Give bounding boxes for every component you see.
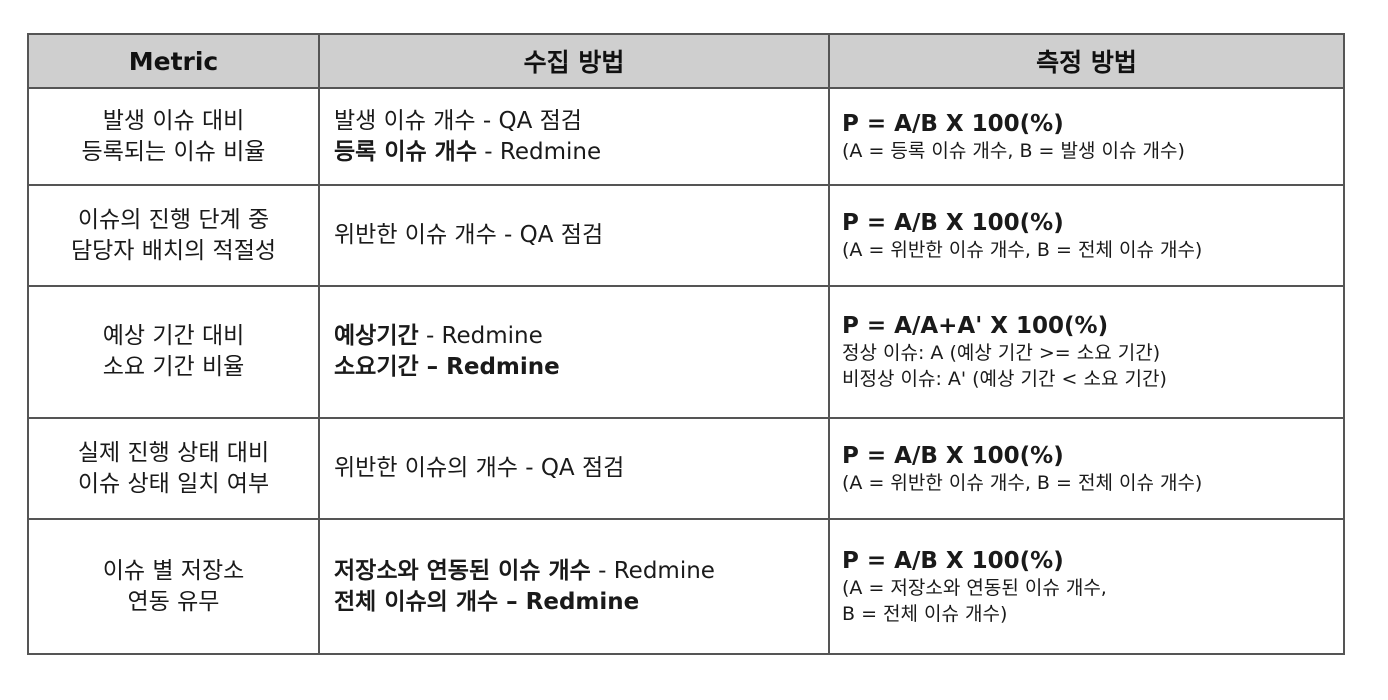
- collection-bold-text: 저장소와 연동된 이슈 개수: [334, 557, 591, 584]
- collection-cell: 예상기간 - Redmine 소요기간 – Redmine: [318, 285, 830, 419]
- measurement-cell: P = A/B X 100(%) (A = 위반한 이슈 개수, B = 전체 …: [828, 417, 1345, 520]
- header-collection-method: 수집 방법: [318, 33, 830, 89]
- table-row: 발생 이슈 대비 등록되는 이슈 비율 발생 이슈 개수 - QA 점검 등록 …: [27, 87, 1345, 186]
- collection-bold-text: 예상기간: [334, 323, 419, 349]
- collection-line: 전체 이슈의 개수 – Redmine: [334, 587, 828, 618]
- metrics-table: Metric 수집 방법 측정 방법 발생 이슈 대비 등록되는 이슈 비율 발…: [27, 33, 1345, 655]
- collection-line: 소요기간 – Redmine: [334, 352, 828, 383]
- measurement-cell: P = A/A+A' X 100(%) 정상 이슈: A (예상 기간 >= 소…: [828, 285, 1345, 419]
- formula-note: (A = 등록 이슈 개수, B = 발생 이슈 개수): [842, 139, 1185, 162]
- metric-line: 이슈 별 저장소: [102, 557, 245, 584]
- header-measurement-method: 측정 방법: [828, 33, 1345, 89]
- header-row: Metric 수집 방법 측정 방법: [27, 33, 1345, 89]
- collection-line: 예상기간 - Redmine: [334, 321, 828, 352]
- table-row: 이슈 별 저장소 연동 유무 저장소와 연동된 이슈 개수 - Redmine …: [27, 518, 1345, 655]
- metric-line: 예상 기간 대비: [102, 323, 245, 349]
- metric-line: 소요 기간 비율: [102, 354, 245, 380]
- collection-text: 위반한 이슈 개수 - QA 점검: [334, 222, 604, 248]
- collection-line: 위반한 이슈의 개수 - QA 점검: [334, 453, 828, 484]
- metric-line: 등록되는 이슈 비율: [81, 138, 266, 165]
- measurement-cell: P = A/B X 100(%) (A = 등록 이슈 개수, B = 발생 이…: [828, 87, 1345, 186]
- metric-line: 이슈의 진행 단계 중: [77, 206, 270, 233]
- table-row: 이슈의 진행 단계 중 담당자 배치의 적절성 위반한 이슈 개수 - QA 점…: [27, 184, 1345, 287]
- metric-cell: 이슈 별 저장소 연동 유무: [27, 518, 320, 655]
- formula-note: 비정상 이슈: A' (예상 기간 < 소요 기간): [842, 368, 1167, 390]
- collection-line: 발생 이슈 개수 - QA 점검: [334, 106, 828, 137]
- metric-line: 발생 이슈 대비: [102, 107, 245, 134]
- collection-text: 발생 이슈 개수 - QA 점검: [334, 107, 582, 134]
- formula-text: P = A/B X 100(%): [842, 547, 1064, 574]
- collection-line: 위반한 이슈 개수 - QA 점검: [334, 220, 828, 251]
- formula-text: P = A/B X 100(%): [842, 209, 1064, 236]
- collection-bold-text: 소요기간 – Redmine: [334, 354, 560, 380]
- formula-text: P = A/A+A' X 100(%): [842, 313, 1109, 339]
- collection-cell: 위반한 이슈의 개수 - QA 점검: [318, 417, 830, 520]
- collection-bold-text: 등록 이슈 개수: [334, 138, 477, 165]
- table-row: 실제 진행 상태 대비 이슈 상태 일치 여부 위반한 이슈의 개수 - QA …: [27, 417, 1345, 520]
- metric-line: 연동 유무: [127, 588, 220, 615]
- collection-text: - Redmine: [418, 323, 543, 349]
- measurement-cell: P = A/B X 100(%) (A = 저장소와 연동된 이슈 개수, B …: [828, 518, 1345, 655]
- metric-cell: 예상 기간 대비 소요 기간 비율: [27, 285, 320, 419]
- metric-line: 담당자 배치의 적절성: [70, 237, 277, 264]
- collection-text: - Redmine: [590, 557, 715, 584]
- collection-bold-text: 전체 이슈의 개수 – Redmine: [334, 588, 640, 615]
- metric-cell: 실제 진행 상태 대비 이슈 상태 일치 여부: [27, 417, 320, 520]
- metric-line: 실제 진행 상태 대비: [77, 439, 270, 466]
- measurement-cell: P = A/B X 100(%) (A = 위반한 이슈 개수, B = 전체 …: [828, 184, 1345, 287]
- formula-text: P = A/B X 100(%): [842, 442, 1064, 469]
- formula-text: P = A/B X 100(%): [842, 110, 1064, 137]
- collection-cell: 발생 이슈 개수 - QA 점검 등록 이슈 개수 - Redmine: [318, 87, 830, 186]
- formula-note: 정상 이슈: A (예상 기간 >= 소요 기간): [842, 342, 1161, 364]
- collection-line: 저장소와 연동된 이슈 개수 - Redmine: [334, 556, 828, 587]
- table-row: 예상 기간 대비 소요 기간 비율 예상기간 - Redmine 소요기간 – …: [27, 285, 1345, 419]
- formula-note: (A = 저장소와 연동된 이슈 개수,: [842, 576, 1107, 599]
- collection-text: - Redmine: [476, 138, 602, 165]
- header-metric: Metric: [27, 33, 320, 89]
- collection-line: 등록 이슈 개수 - Redmine: [334, 137, 828, 168]
- formula-note: (A = 위반한 이슈 개수, B = 전체 이슈 개수): [842, 238, 1203, 261]
- collection-cell: 위반한 이슈 개수 - QA 점검: [318, 184, 830, 287]
- metric-cell: 발생 이슈 대비 등록되는 이슈 비율: [27, 87, 320, 186]
- collection-text: 위반한 이슈의 개수 - QA 점검: [334, 455, 625, 481]
- formula-note: B = 전체 이슈 개수): [842, 602, 1008, 625]
- collection-cell: 저장소와 연동된 이슈 개수 - Redmine 전체 이슈의 개수 – Red…: [318, 518, 830, 655]
- metric-line: 이슈 상태 일치 여부: [77, 470, 270, 497]
- formula-note: (A = 위반한 이슈 개수, B = 전체 이슈 개수): [842, 471, 1203, 494]
- metric-cell: 이슈의 진행 단계 중 담당자 배치의 적절성: [27, 184, 320, 287]
